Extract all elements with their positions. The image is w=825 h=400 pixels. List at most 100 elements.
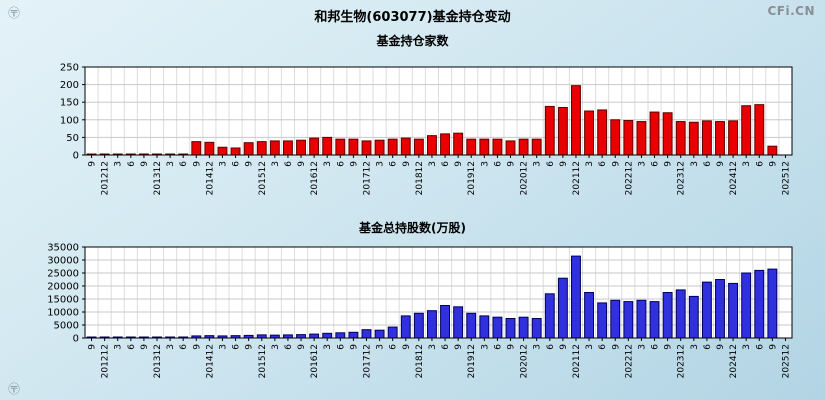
svg-text:3: 3: [376, 161, 386, 167]
svg-text:250: 250: [60, 63, 79, 74]
svg-text:25000: 25000: [47, 269, 79, 280]
svg-text:0: 0: [73, 151, 79, 162]
svg-text:3: 3: [480, 161, 490, 167]
chart2-subtitle: 基金总持股数(万股): [359, 221, 466, 235]
svg-text:201512: 201512: [258, 344, 268, 378]
svg-text:201812: 201812: [415, 344, 425, 378]
svg-text:202312: 202312: [677, 344, 687, 378]
svg-text:6: 6: [546, 161, 556, 167]
svg-text:6: 6: [336, 161, 346, 167]
svg-text:3: 3: [323, 344, 333, 350]
svg-text:201312: 201312: [153, 344, 163, 378]
svg-text:201912: 201912: [467, 161, 477, 195]
site-watermark-icon-bottom: 〶: [8, 382, 21, 396]
svg-text:9: 9: [140, 344, 150, 350]
svg-text:9: 9: [402, 344, 412, 350]
svg-text:9: 9: [88, 161, 98, 167]
svg-text:201212: 201212: [101, 161, 111, 195]
svg-text:9: 9: [454, 161, 464, 167]
svg-text:9: 9: [559, 161, 569, 167]
svg-text:9: 9: [716, 344, 726, 350]
svg-text:3: 3: [218, 344, 228, 350]
svg-text:3: 3: [585, 161, 595, 167]
svg-text:6: 6: [755, 344, 765, 350]
svg-text:9: 9: [349, 161, 359, 167]
svg-text:201812: 201812: [415, 161, 425, 195]
svg-text:6: 6: [703, 161, 713, 167]
svg-text:3: 3: [742, 161, 752, 167]
svg-text:202512: 202512: [781, 344, 791, 378]
svg-text:6: 6: [441, 161, 451, 167]
svg-text:3: 3: [742, 344, 752, 350]
svg-text:9: 9: [768, 344, 778, 350]
svg-text:9: 9: [245, 161, 255, 167]
svg-text:3: 3: [428, 161, 438, 167]
svg-text:6: 6: [284, 344, 294, 350]
svg-text:202212: 202212: [624, 344, 634, 378]
svg-text:3: 3: [271, 161, 281, 167]
svg-text:200: 200: [60, 80, 79, 91]
svg-text:6: 6: [179, 344, 189, 350]
svg-text:9: 9: [297, 344, 307, 350]
svg-text:3: 3: [428, 344, 438, 350]
svg-text:3: 3: [637, 161, 647, 167]
svg-text:202512: 202512: [781, 161, 791, 195]
svg-text:9: 9: [716, 161, 726, 167]
svg-text:202012: 202012: [520, 344, 530, 378]
svg-text:3: 3: [533, 344, 543, 350]
svg-text:6: 6: [651, 161, 661, 167]
svg-text:9: 9: [88, 344, 98, 350]
cfi-logo: CFi.CN: [767, 4, 815, 18]
svg-text:6: 6: [598, 344, 608, 350]
svg-text:9: 9: [349, 344, 359, 350]
svg-text:6: 6: [127, 161, 137, 167]
svg-text:202412: 202412: [729, 161, 739, 195]
svg-text:20000: 20000: [47, 282, 79, 293]
svg-text:6: 6: [493, 344, 503, 350]
svg-text:202412: 202412: [729, 344, 739, 378]
svg-text:6: 6: [232, 344, 242, 350]
svg-text:3: 3: [376, 344, 386, 350]
svg-text:201412: 201412: [205, 344, 215, 378]
svg-text:9: 9: [245, 344, 255, 350]
chart-title: 和邦生物(603077)基金持仓变动: [314, 10, 511, 25]
svg-text:6: 6: [179, 161, 189, 167]
svg-text:3: 3: [166, 161, 176, 167]
svg-text:3: 3: [637, 344, 647, 350]
svg-text:9: 9: [768, 161, 778, 167]
svg-text:202112: 202112: [572, 161, 582, 195]
svg-text:6: 6: [284, 161, 294, 167]
svg-text:6: 6: [389, 161, 399, 167]
svg-text:9: 9: [192, 344, 202, 350]
svg-text:15000: 15000: [47, 295, 79, 306]
svg-text:9: 9: [611, 161, 621, 167]
svg-text:9: 9: [559, 344, 569, 350]
svg-text:10000: 10000: [47, 308, 79, 319]
svg-text:6: 6: [651, 344, 661, 350]
svg-text:9: 9: [611, 344, 621, 350]
svg-text:3: 3: [690, 344, 700, 350]
svg-text:9: 9: [192, 161, 202, 167]
svg-text:3: 3: [533, 161, 543, 167]
svg-text:3: 3: [114, 344, 124, 350]
svg-text:3: 3: [690, 161, 700, 167]
svg-text:3: 3: [271, 344, 281, 350]
svg-text:3: 3: [323, 161, 333, 167]
svg-text:201212: 201212: [101, 344, 111, 378]
svg-text:201712: 201712: [362, 344, 372, 378]
svg-text:202212: 202212: [624, 161, 634, 195]
svg-text:9: 9: [664, 344, 674, 350]
svg-text:9: 9: [402, 161, 412, 167]
chart1-subtitle: 基金持仓家数: [376, 34, 449, 48]
svg-text:201612: 201612: [310, 344, 320, 378]
svg-text:0: 0: [73, 334, 79, 345]
svg-text:9: 9: [664, 161, 674, 167]
svg-text:201712: 201712: [362, 161, 372, 195]
svg-text:6: 6: [441, 344, 451, 350]
svg-text:6: 6: [703, 344, 713, 350]
svg-text:3: 3: [585, 344, 595, 350]
svg-text:50: 50: [66, 133, 79, 144]
svg-text:6: 6: [755, 161, 765, 167]
